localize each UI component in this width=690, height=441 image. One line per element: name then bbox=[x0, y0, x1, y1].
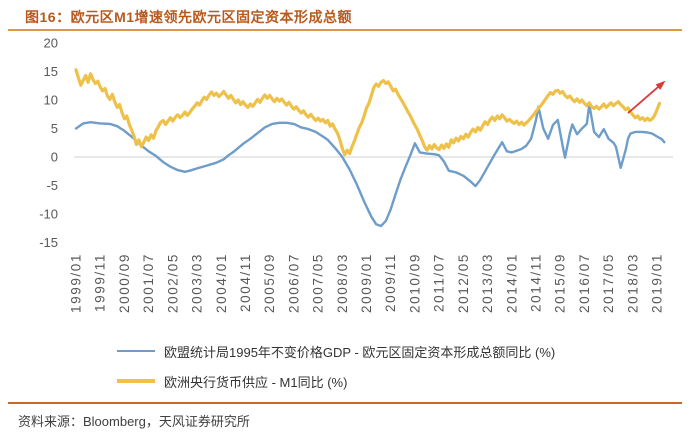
x-tick-label: 2009/01 bbox=[359, 253, 374, 313]
x-tick-label: 2001/07 bbox=[141, 253, 156, 313]
x-tick-label: 2003/03 bbox=[190, 253, 205, 313]
legend-item-gdp: 欧盟统计局1995年不变价格GDP - 欧元区固定资本形成总额同比 (%) bbox=[117, 336, 555, 366]
source-note: 资料来源：Bloomberg，天风证券研究所 bbox=[18, 414, 250, 429]
y-tick-label: -5 bbox=[46, 178, 58, 193]
x-tick-label: 2002/05 bbox=[165, 253, 180, 313]
x-tick-label: 2019/01 bbox=[650, 253, 665, 313]
x-tick-label: 2004/01 bbox=[214, 253, 229, 313]
gdp-legend-label: 欧盟统计局1995年不变价格GDP - 欧元区固定资本形成总额同比 (%) bbox=[164, 344, 556, 360]
y-tick-label: 0 bbox=[51, 149, 58, 164]
gdp-series-line bbox=[74, 103, 666, 228]
title-divider bbox=[8, 29, 682, 31]
x-tick-label: 2011/07 bbox=[432, 253, 447, 312]
figure-title: 图16：欧元区M1增速领先欧元区固定资本形成总额 bbox=[25, 9, 353, 25]
x-tick-label: 2016/07 bbox=[577, 253, 592, 313]
x-tick-label: 2000/09 bbox=[117, 253, 132, 313]
gdp-line-swatch bbox=[117, 349, 155, 353]
x-tick-label: 2007/05 bbox=[311, 253, 326, 313]
trend-arrow-head bbox=[655, 80, 666, 90]
x-tick-label: 2006/07 bbox=[286, 253, 301, 313]
x-tick-label: 2014/01 bbox=[504, 253, 519, 313]
x-tick-label: 2018/03 bbox=[625, 253, 640, 313]
chart-legend: 欧盟统计局1995年不变价格GDP - 欧元区固定资本形成总额同比 (%) 欧洲… bbox=[117, 336, 555, 396]
x-tick-label: 2008/03 bbox=[335, 253, 350, 313]
m1-line-swatch bbox=[117, 379, 155, 383]
y-tick-label: 20 bbox=[44, 35, 58, 50]
y-tick-label: -10 bbox=[39, 206, 58, 221]
x-tick-label: 2017/05 bbox=[601, 253, 616, 313]
legend-item-m1: 欧洲央行货币供应 - M1同比 (%) bbox=[117, 366, 555, 396]
m1-series-line bbox=[74, 68, 662, 157]
x-tick-label: 2013/03 bbox=[480, 253, 495, 313]
x-tick-label: 2009/11 bbox=[383, 253, 398, 312]
trend-arrow-line bbox=[627, 85, 661, 114]
m1-legend-label: 欧洲央行货币供应 - M1同比 (%) bbox=[164, 374, 348, 390]
y-tick-label: 15 bbox=[44, 64, 58, 79]
x-tick-label: 1999/11 bbox=[93, 253, 108, 312]
x-tick-label: 2005/09 bbox=[262, 253, 277, 313]
source-divider bbox=[8, 402, 682, 404]
y-tick-label: 5 bbox=[51, 121, 58, 136]
x-tick-label: 1999/01 bbox=[69, 253, 84, 313]
line-chart: 20 15 10 5 0 -5 -10 -15 1999/01 1999/11 2000/09 200… bbox=[39, 35, 673, 313]
x-tick-label: 2014/11 bbox=[528, 253, 543, 312]
x-tick-label: 2015/09 bbox=[553, 253, 568, 313]
y-tick-label: -15 bbox=[39, 235, 58, 250]
y-tick-label: 10 bbox=[44, 92, 58, 107]
x-tick-label: 2004/11 bbox=[238, 253, 253, 312]
x-tick-label: 2010/09 bbox=[407, 253, 422, 313]
x-tick-label: 2012/05 bbox=[456, 253, 471, 313]
